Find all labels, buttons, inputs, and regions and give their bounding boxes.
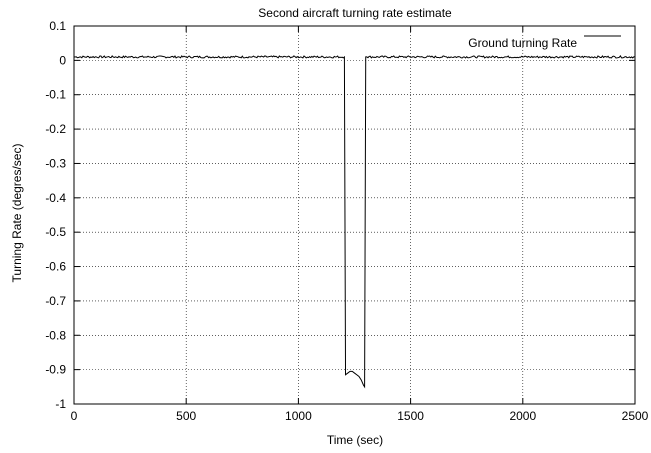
y-tick-label: 0.1 — [49, 19, 66, 33]
y-axis-label: Turning Rate (degres/sec) — [10, 144, 24, 283]
y-tick-label: -0.8 — [45, 328, 66, 342]
x-tick-label: 0 — [71, 409, 78, 423]
x-tick-label: 1500 — [397, 409, 424, 423]
y-tick-label: -0.3 — [45, 156, 66, 170]
tick-labels: 0 500 1000 1500 2000 2500 0.1 0 -0.1 -0.2 -0.3 -0.4… — [45, 19, 648, 423]
series-line-ground-turning-rate — [73, 54, 636, 389]
grid-lines — [74, 26, 635, 404]
x-axis-label: Time (sec) — [327, 433, 383, 447]
y-tick-label: -0.4 — [45, 191, 66, 205]
plot-frame — [73, 25, 636, 405]
y-tick-label: -0.1 — [45, 88, 66, 102]
y-tick-label: -0.6 — [45, 260, 66, 274]
x-tick-label: 1000 — [285, 409, 312, 423]
y-tick-label: -1 — [55, 397, 66, 411]
legend: Ground turning Rate — [468, 35, 621, 50]
y-tick-label: -0.9 — [45, 363, 66, 377]
tick-marks — [73, 25, 636, 405]
y-tick-label: 0 — [59, 53, 66, 67]
x-tick-label: 2500 — [622, 409, 649, 423]
y-tick-label: -0.7 — [45, 294, 66, 308]
plot-area — [73, 54, 636, 389]
y-tick-label: -0.5 — [45, 225, 66, 239]
x-tick-label: 500 — [176, 409, 196, 423]
chart-title: Second aircraft turning rate estimate — [258, 6, 452, 20]
y-tick-label: -0.2 — [45, 122, 66, 136]
x-tick-label: 2000 — [509, 409, 536, 423]
legend-label: Ground turning Rate — [468, 36, 577, 50]
